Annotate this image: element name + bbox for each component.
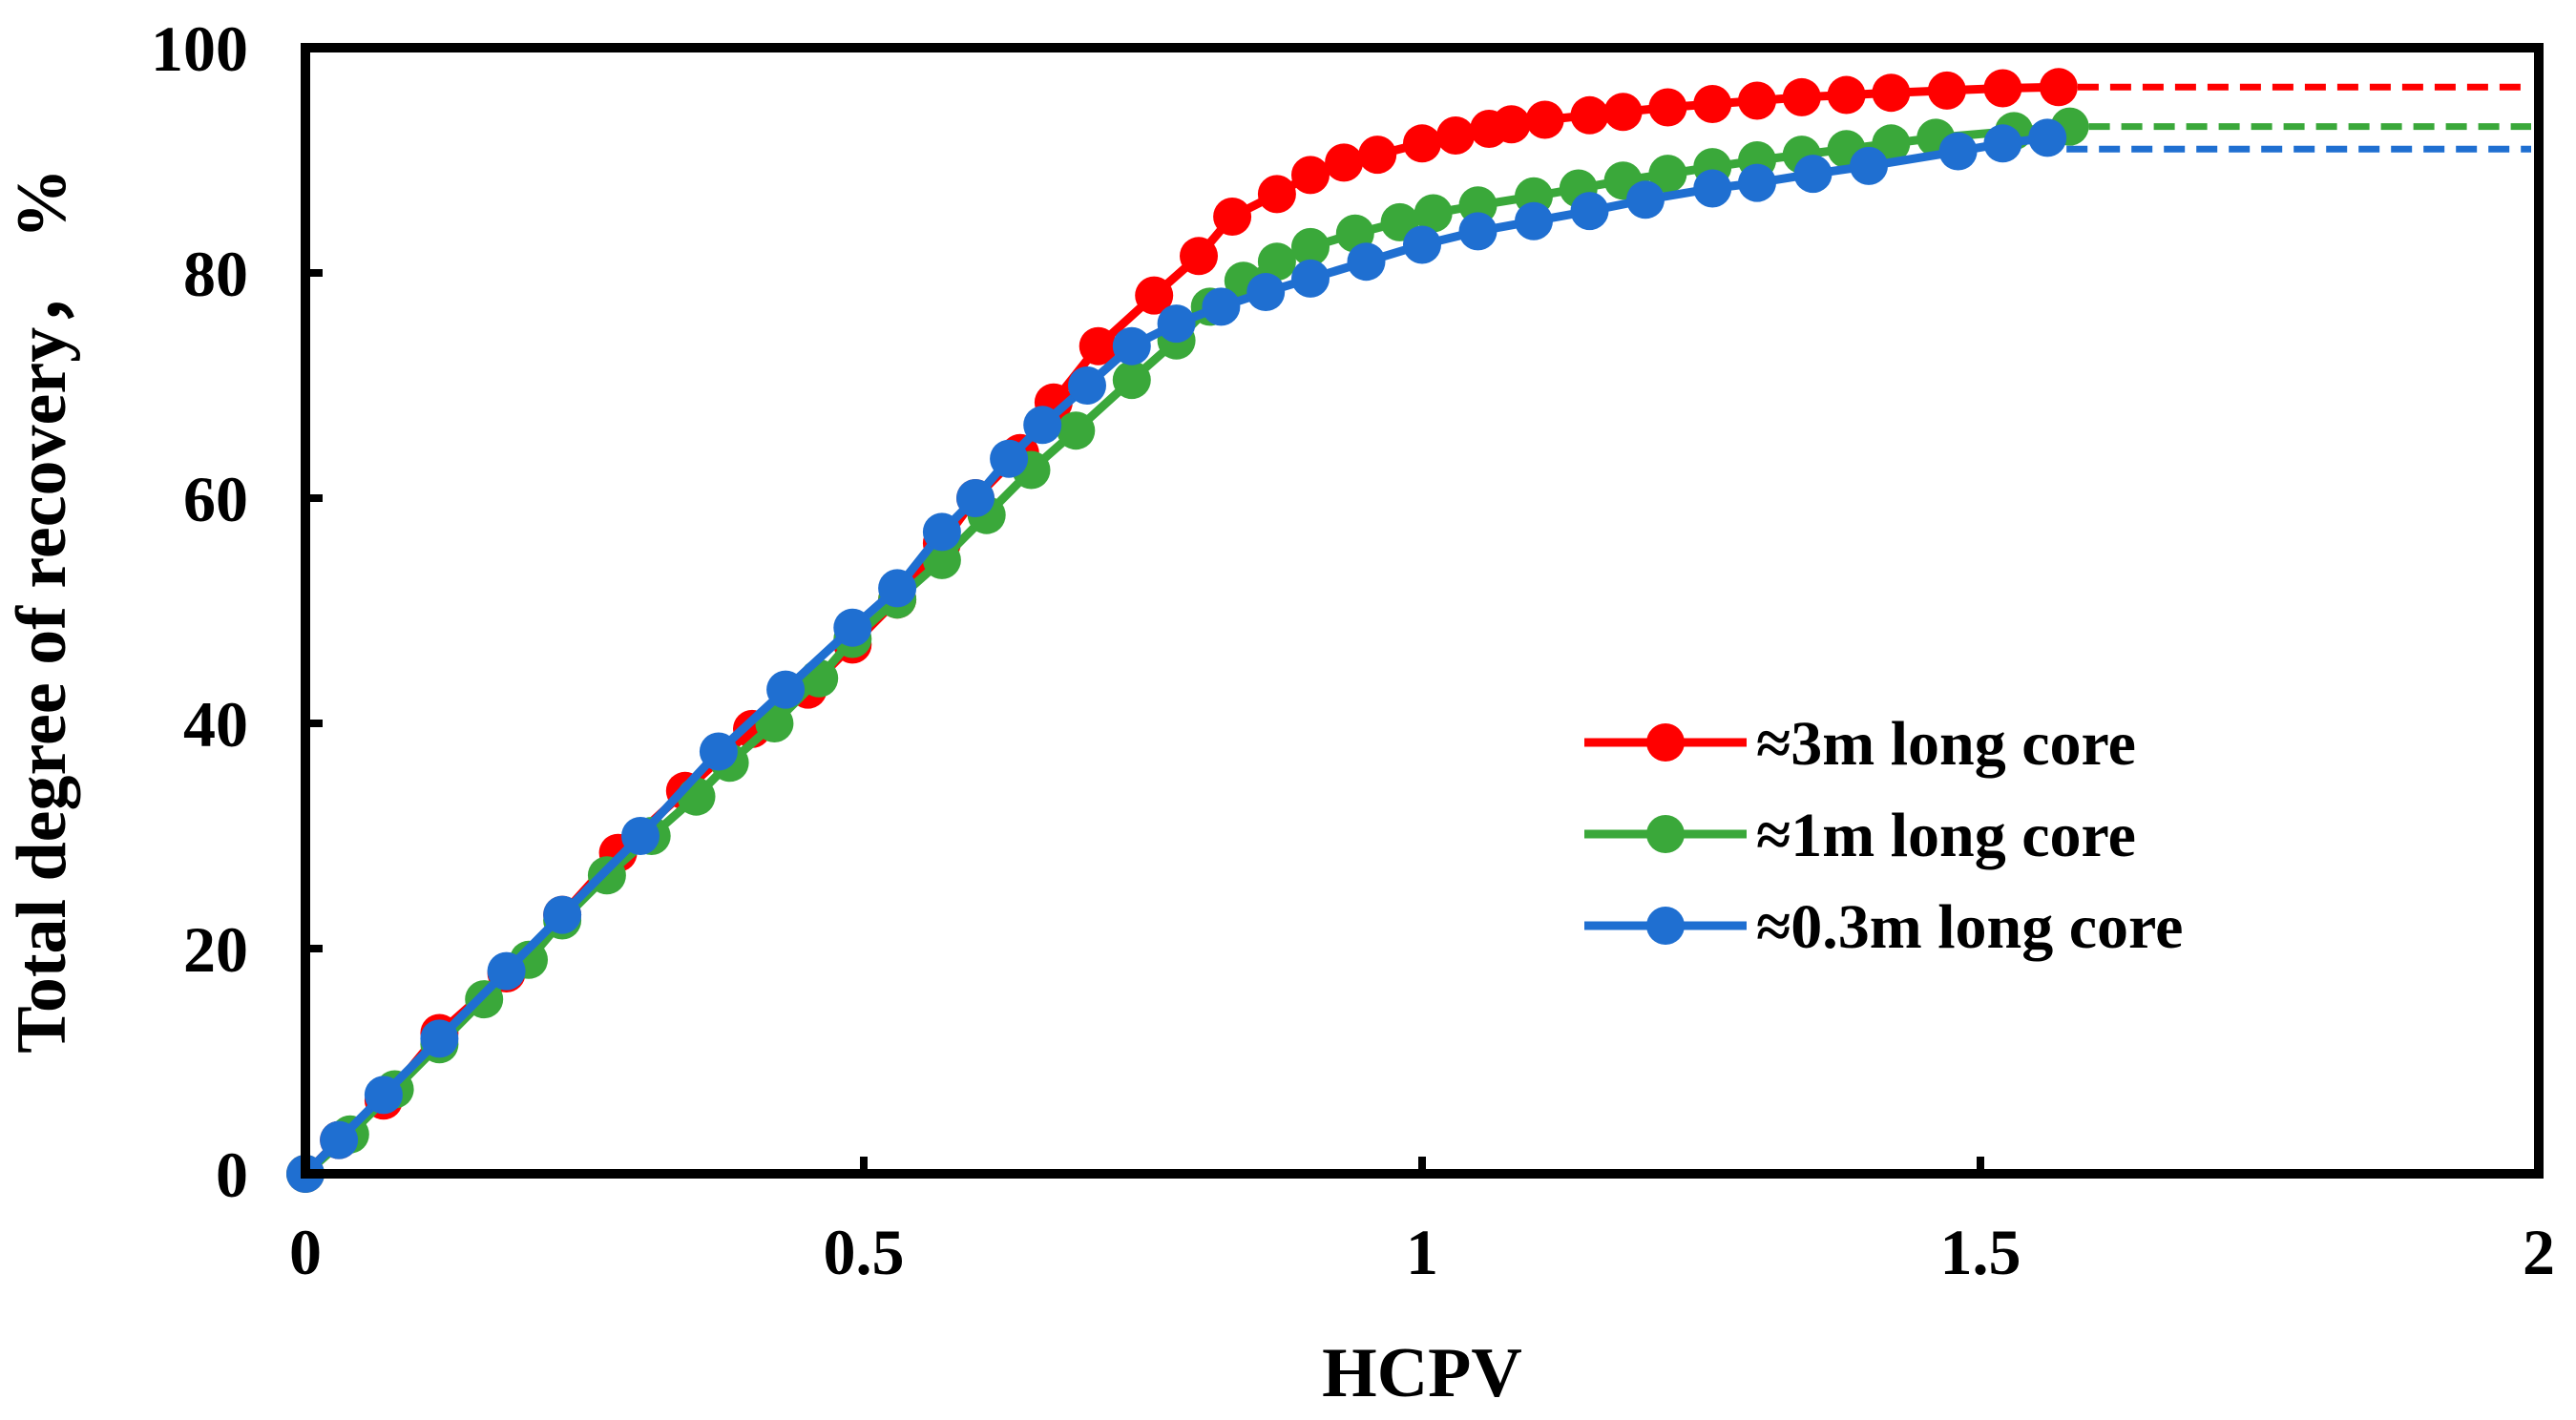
series-1-point [2039, 68, 2078, 107]
series-1-point [1180, 237, 1218, 276]
series-3-point [878, 569, 917, 608]
series-3-point [1068, 366, 1106, 405]
series-3-point [364, 1075, 403, 1115]
series-3-line [302, 133, 2048, 1178]
series-1-point [1927, 71, 1966, 110]
x-tick-label: 0.5 [824, 1216, 905, 1288]
series-2-point [1414, 194, 1453, 233]
series-3-point [1458, 212, 1497, 251]
series-3-point [1023, 406, 1062, 445]
series-3-point [487, 951, 526, 991]
x-tick-label: 1 [1406, 1216, 1438, 1288]
series-3-point [766, 670, 806, 709]
legend-swatch-marker [1646, 815, 1685, 853]
series-1-point [1358, 136, 1397, 175]
series-3-point [543, 895, 582, 934]
series-2-point [800, 658, 839, 698]
series-2-line [303, 122, 2070, 1178]
x-tick-label: 0 [289, 1216, 322, 1288]
series-3-point [1291, 259, 1330, 298]
series-3-point [420, 1019, 459, 1058]
y-axis-title: Total degree of recovery， % [3, 168, 81, 1054]
series-3-point [621, 817, 660, 855]
series-3-point [922, 512, 961, 552]
series-1-point [1079, 326, 1118, 365]
series-3-point [833, 608, 872, 647]
series-1-point [1213, 198, 1252, 236]
series-3-point [1693, 169, 1732, 208]
series-3-point [1938, 132, 1978, 171]
series-3-point [2028, 118, 2067, 157]
series-3-point [1570, 192, 1609, 231]
series-1-point [1492, 105, 1531, 144]
series-1-point [1325, 143, 1364, 182]
series-1-point [1525, 100, 1564, 139]
series-1-point [1291, 156, 1330, 195]
y-tick-label: 20 [183, 913, 248, 986]
series-3-point [1112, 326, 1151, 365]
series-3-point [1403, 225, 1441, 264]
legend-swatch-marker [1646, 907, 1685, 945]
series-3-point [1850, 146, 1888, 185]
series-1-point [1603, 93, 1643, 132]
series-3-point [1347, 242, 1386, 282]
x-tick-label: 2 [2523, 1216, 2555, 1288]
series-1-point [1403, 124, 1441, 163]
series-1-point [1872, 73, 1911, 113]
series-2-point [1648, 155, 1687, 194]
series-3-point [1793, 155, 1833, 194]
series-2-point [1057, 411, 1096, 450]
series-1-point [1827, 75, 1866, 115]
series-3-point [1515, 201, 1553, 240]
series-1-point [1983, 69, 2022, 108]
series-3-point [1626, 180, 1665, 219]
series-2-point [677, 777, 716, 816]
series-1-point [1693, 85, 1732, 123]
series-1-point [1257, 175, 1296, 214]
series-3-point [320, 1120, 359, 1159]
legend-label: ≈0.3m long core [1756, 892, 2183, 962]
series-3-point [1157, 304, 1196, 344]
series-3-point [1202, 287, 1241, 326]
series-1-point [1648, 88, 1687, 127]
x-tick-label: 1.5 [1940, 1216, 2021, 1288]
series-1-point [1570, 95, 1609, 135]
series-1-point [1782, 77, 1821, 116]
y-tick-label: 40 [183, 688, 248, 761]
series-3-point [990, 439, 1029, 478]
series-layer [286, 68, 2531, 1193]
y-tick-label: 80 [183, 238, 248, 310]
y-tick-label: 0 [216, 1138, 248, 1211]
series-1-point [1738, 81, 1776, 120]
legend-label: ≈1m long core [1756, 801, 2136, 870]
series-3-point [1738, 163, 1776, 202]
y-tick-label: 100 [151, 12, 248, 85]
series-2-point [1112, 361, 1151, 400]
series-3-point [1983, 124, 2022, 163]
legend: ≈3m long core ≈1m long core ≈0.3m long cor… [1584, 709, 2183, 962]
legend-swatch-marker [1646, 723, 1685, 762]
series-1-point [1135, 276, 1174, 315]
x-axis-title: HCPV [1322, 1334, 1522, 1412]
series-2-point [1257, 242, 1296, 282]
series-3-point [956, 479, 995, 517]
y-tick-label: 60 [183, 463, 248, 535]
series-1-point [1436, 116, 1476, 156]
legend-label: ≈3m long core [1756, 709, 2136, 779]
series-3-point [1246, 273, 1286, 312]
series-3-point [699, 732, 738, 771]
series-2-point [1291, 227, 1330, 266]
